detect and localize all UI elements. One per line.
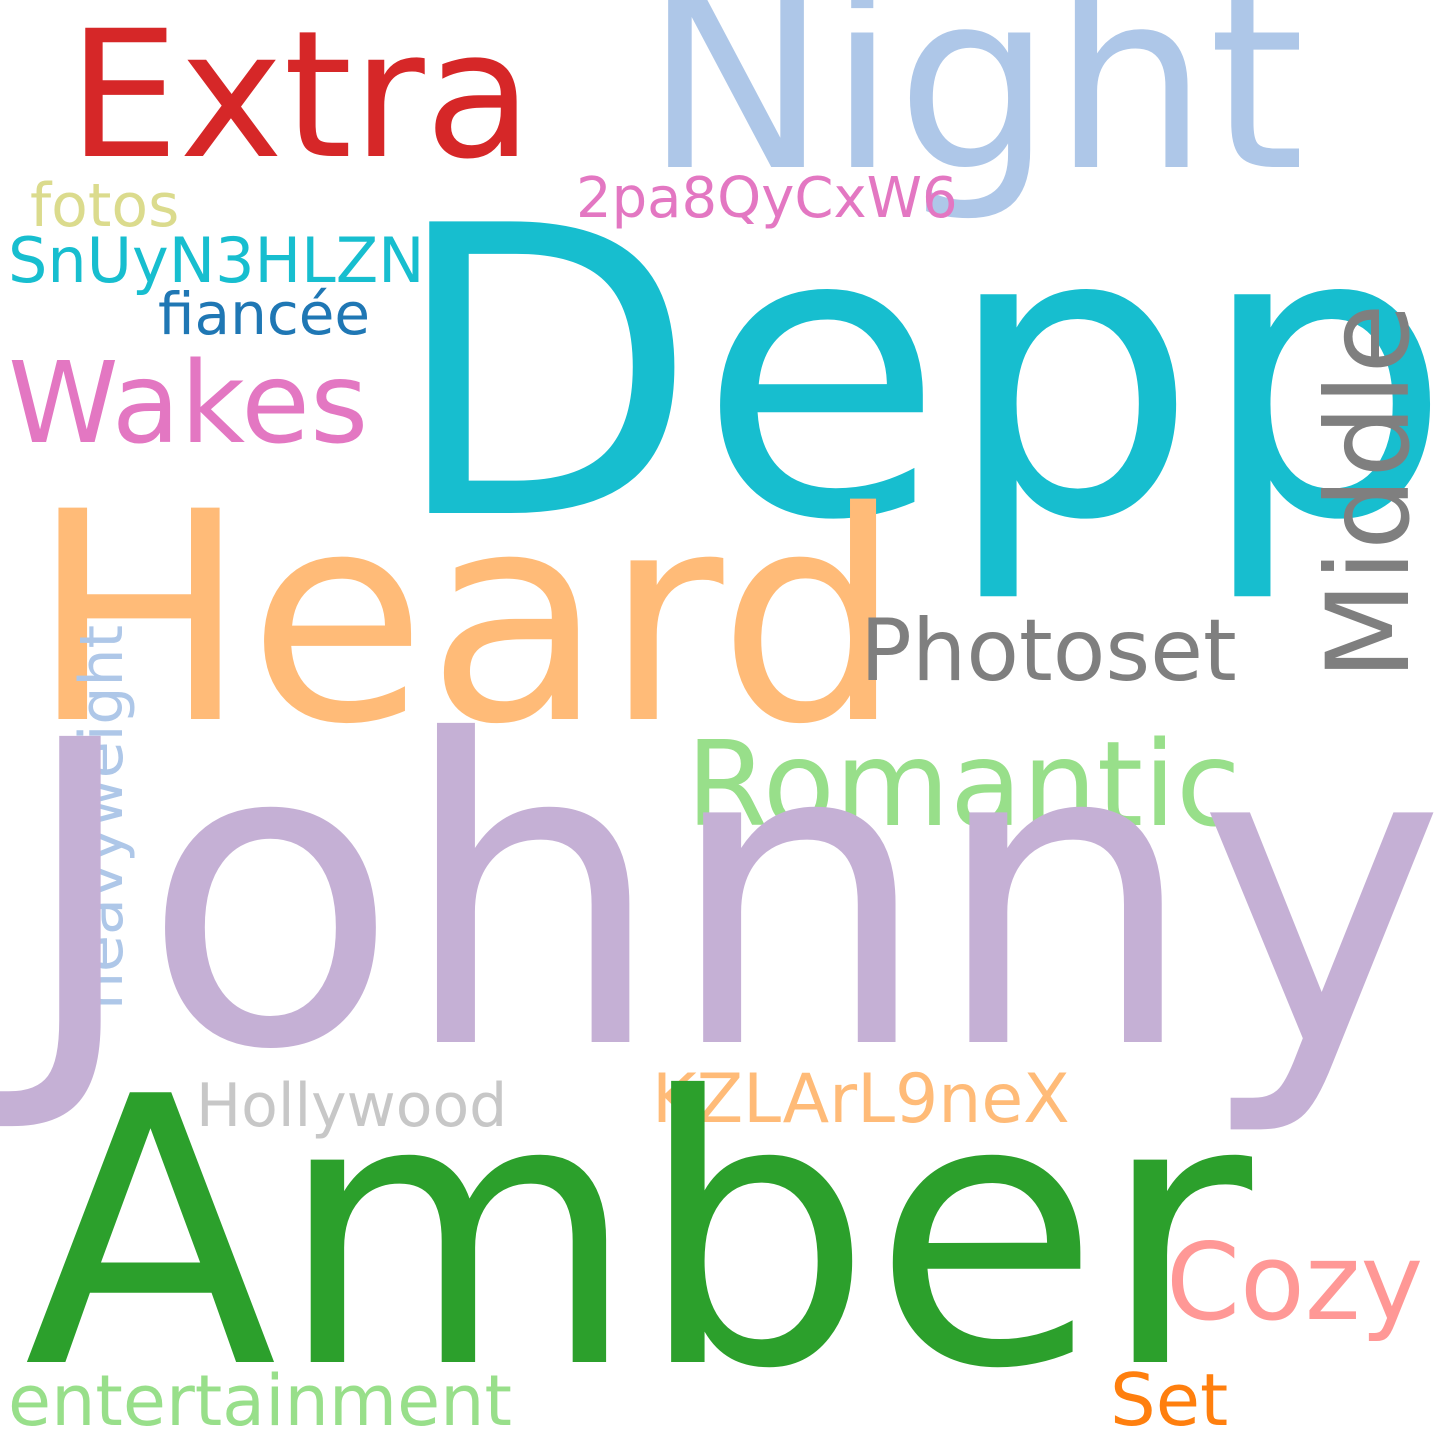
word-photoset: Photoset [860, 601, 1237, 701]
word-depp: Depp [390, 143, 1440, 608]
word-romantic: Romantic [686, 715, 1241, 853]
word-fotos: fotos [30, 171, 180, 241]
word-fiancee: fiancée [158, 280, 371, 348]
word-hollywood: Hollywood [196, 1071, 508, 1141]
word-extra: Extra [68, 0, 533, 198]
word-amber: Amber [24, 1020, 1253, 1440]
word-night: Night [644, 0, 1305, 226]
word-set: Set [1110, 1358, 1229, 1440]
word-johnny: Johnny [18, 653, 1440, 1142]
word-heard: Heard [30, 451, 903, 788]
word-code-2pa8qycxw6: 2pa8QyCxW6 [576, 166, 958, 231]
word-code-snuyn3hlzn: SnUyN3HLZN [8, 224, 425, 297]
word-code-kzlarl9nex: KZLArL9neX [652, 1060, 1070, 1139]
word-entertainment: entertainment [8, 1360, 512, 1440]
word-middle: Middle [1302, 303, 1435, 680]
word-wakes: Wakes [8, 339, 369, 469]
word-cozy: Cozy [1166, 1221, 1424, 1344]
